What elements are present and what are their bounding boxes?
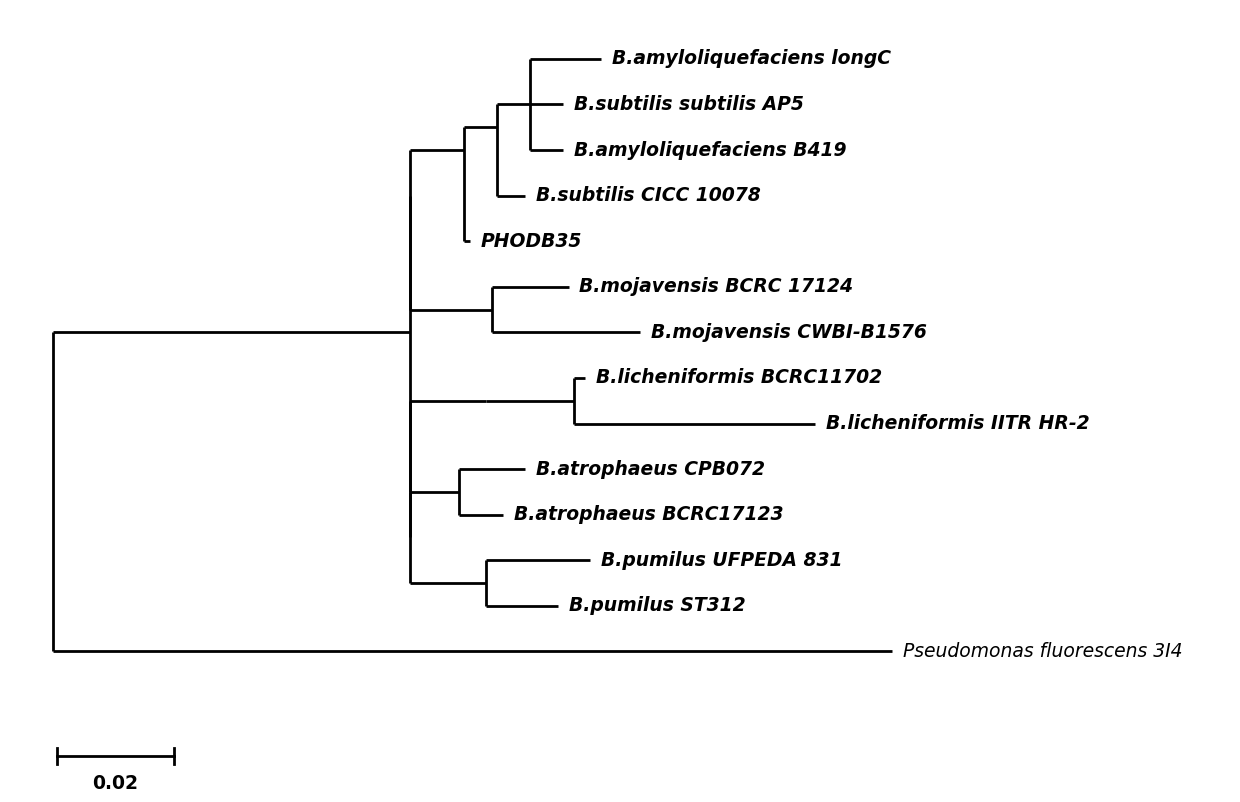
Text: B.atrophaeus CPB072: B.atrophaeus CPB072: [536, 460, 765, 479]
Text: B.atrophaeus BCRC17123: B.atrophaeus BCRC17123: [513, 505, 784, 525]
Text: 0.02: 0.02: [93, 774, 139, 792]
Text: Pseudomonas fluorescens 3I4: Pseudomonas fluorescens 3I4: [903, 642, 1182, 661]
Text: PHODB35: PHODB35: [481, 232, 583, 251]
Text: B.amyloliquefaciens longC: B.amyloliquefaciens longC: [613, 50, 892, 68]
Text: B.mojavensis CWBI-B1576: B.mojavensis CWBI-B1576: [651, 323, 926, 342]
Text: B.subtilis CICC 10078: B.subtilis CICC 10078: [536, 186, 760, 205]
Text: B.pumilus ST312: B.pumilus ST312: [568, 597, 745, 615]
Text: B.licheniformis IITR HR-2: B.licheniformis IITR HR-2: [826, 414, 1090, 433]
Text: B.pumilus UFPEDA 831: B.pumilus UFPEDA 831: [601, 551, 843, 569]
Text: B.subtilis subtilis AP5: B.subtilis subtilis AP5: [574, 95, 804, 114]
Text: B.amyloliquefaciens B419: B.amyloliquefaciens B419: [574, 140, 847, 160]
Text: B.mojavensis BCRC 17124: B.mojavensis BCRC 17124: [579, 277, 853, 296]
Text: B.licheniformis BCRC11702: B.licheniformis BCRC11702: [596, 368, 882, 387]
